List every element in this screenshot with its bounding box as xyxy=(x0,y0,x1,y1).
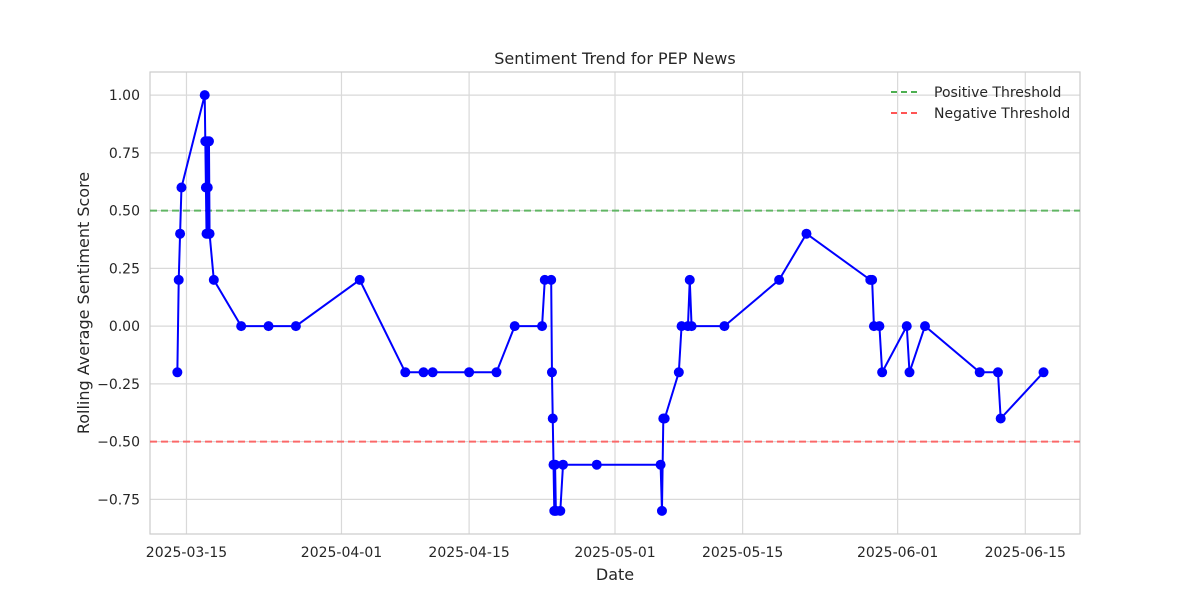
data-point-marker xyxy=(236,321,247,332)
data-point-marker xyxy=(874,321,885,332)
data-point-marker xyxy=(400,367,411,378)
data-point-marker xyxy=(992,367,1003,378)
data-point-marker xyxy=(546,274,557,285)
x-tick-label: 2025-04-15 xyxy=(428,545,509,561)
legend-positive-label: Positive Threshold xyxy=(934,85,1061,101)
plot-frame xyxy=(149,71,1081,535)
data-point-marker xyxy=(901,321,912,332)
data-point-marker xyxy=(877,367,888,378)
x-axis-ticks: 2025-03-15 2025-04-01 2025-04-15 2025-05-01… xyxy=(146,545,1066,561)
data-point-marker xyxy=(464,367,475,378)
y-tick-label: 0.25 xyxy=(109,261,140,277)
y-tick-label: −0.25 xyxy=(97,377,140,393)
data-point-marker xyxy=(920,321,930,332)
y-axis-ticks: 1.00 0.75 0.50 0.25 0.00 −0.25 −0.50 −0.75 xyxy=(97,88,140,508)
x-tick-label: 2025-06-15 xyxy=(985,545,1066,561)
data-point-marker xyxy=(203,136,214,147)
y-tick-label: −0.50 xyxy=(97,435,140,451)
data-point-marker xyxy=(719,321,730,332)
x-tick-label: 2025-04-01 xyxy=(301,545,382,561)
data-point-marker xyxy=(591,459,602,470)
data-point-marker xyxy=(686,321,697,332)
y-tick-label: 0.75 xyxy=(109,146,140,162)
x-tick-label: 2025-05-01 xyxy=(574,545,655,561)
data-point-marker xyxy=(537,321,548,332)
data-point-marker xyxy=(354,274,365,285)
data-point-marker xyxy=(263,321,274,332)
data-point-marker xyxy=(204,228,215,239)
data-point-marker xyxy=(418,367,429,378)
data-point-marker xyxy=(546,367,557,378)
data-point-marker xyxy=(774,274,785,285)
data-point-marker xyxy=(199,90,210,101)
data-point-marker xyxy=(202,182,213,193)
data-point-marker xyxy=(555,505,566,516)
data-point-marker xyxy=(491,367,502,378)
data-point-marker xyxy=(801,228,812,239)
data-point-marker xyxy=(547,413,558,424)
data-point-marker xyxy=(175,228,186,239)
series-layer xyxy=(172,90,1049,516)
data-point-marker xyxy=(684,274,695,285)
data-point-marker xyxy=(173,274,184,285)
legend-negative-label: Negative Threshold xyxy=(934,106,1070,122)
data-point-marker xyxy=(208,274,219,285)
data-point-marker xyxy=(655,459,666,470)
data-point-marker xyxy=(904,367,915,378)
y-tick-label: 0.00 xyxy=(109,319,140,335)
data-point-marker xyxy=(176,182,187,193)
y-axis-label: Rolling Average Sentiment Score xyxy=(74,172,93,434)
data-point-marker xyxy=(427,367,438,378)
sentiment-series-line xyxy=(176,94,1045,512)
y-tick-label: 0.50 xyxy=(109,204,140,220)
data-point-marker xyxy=(995,413,1006,424)
y-tick-label: −0.75 xyxy=(97,492,140,508)
data-point-marker xyxy=(1038,367,1049,378)
data-point-marker xyxy=(659,413,670,424)
data-point-marker xyxy=(172,367,183,378)
data-point-marker xyxy=(550,459,561,470)
x-tick-label: 2025-06-01 xyxy=(857,545,938,561)
y-tick-label: 1.00 xyxy=(109,88,140,104)
x-tick-label: 2025-03-15 xyxy=(146,545,227,561)
data-point-marker xyxy=(867,274,878,285)
reference-lines xyxy=(150,209,1080,443)
data-point-marker xyxy=(558,459,569,470)
data-point-marker xyxy=(673,367,684,378)
data-point-marker xyxy=(290,321,301,332)
legend: Positive Threshold Negative Threshold xyxy=(891,85,1070,122)
data-point-marker xyxy=(656,505,667,516)
data-point-marker xyxy=(974,367,985,378)
x-tick-label: 2025-05-15 xyxy=(702,545,783,561)
data-point-marker xyxy=(509,321,520,332)
x-axis-label: Date xyxy=(596,565,634,584)
chart-title: Sentiment Trend for PEP News xyxy=(494,49,735,68)
